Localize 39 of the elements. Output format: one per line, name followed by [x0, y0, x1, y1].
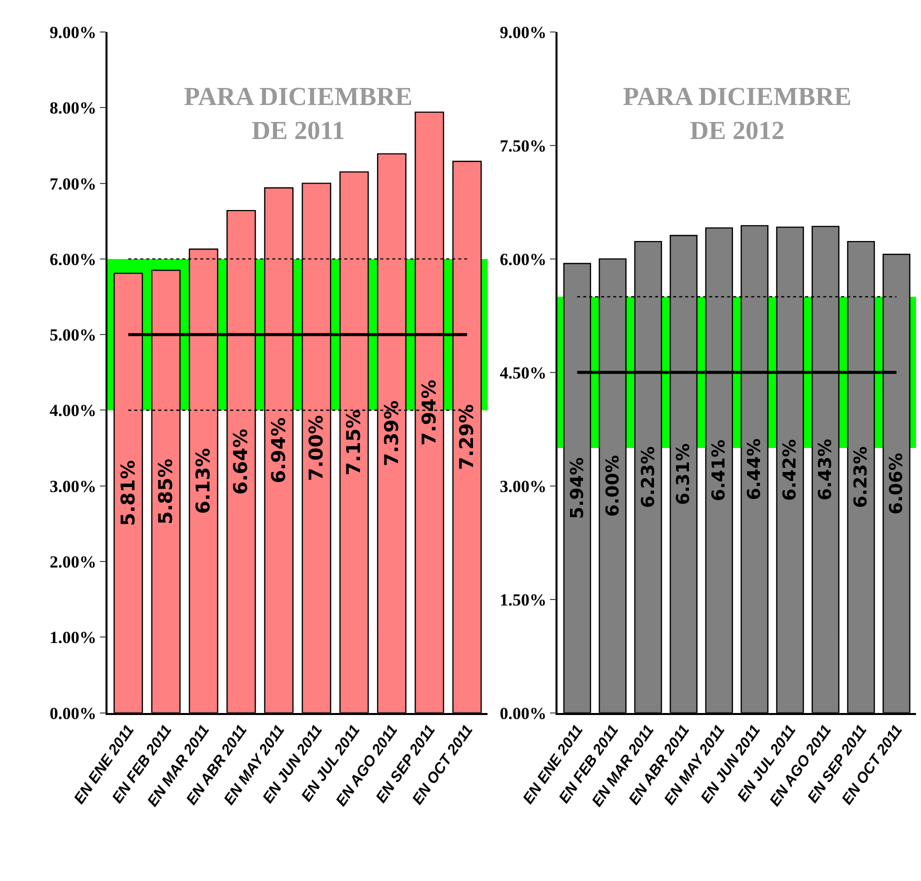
data-label: 5.94%	[566, 457, 588, 519]
data-label: 6.23%	[850, 446, 872, 508]
y-tick-label: 3.00%	[500, 476, 547, 496]
data-label: 6.31%	[673, 443, 694, 506]
y-tick-label: 8.00%	[50, 98, 96, 118]
data-label: 6.64%	[230, 428, 252, 495]
data-label: 5.85%	[154, 458, 177, 525]
y-tick-label: 7.00%	[50, 174, 96, 194]
y-tick-label: 4.00%	[50, 401, 96, 420]
y-tick-label: 1.50%	[500, 590, 547, 610]
y-tick-label: 4.50%	[500, 363, 547, 382]
y-tick-label: 9.00%	[50, 22, 96, 42]
y-tick-label: 0.00%	[50, 704, 96, 723]
y-tick-label: 2.00%	[50, 552, 96, 572]
y-tick-label: 5.00%	[50, 326, 96, 345]
data-label: 6.42%	[780, 438, 801, 501]
text: PARA DICIEMBRE DE 2011	[184, 82, 412, 145]
data-label: 6.00%	[602, 454, 624, 517]
data-label: 6.94%	[268, 417, 290, 484]
data-label: 6.44%	[744, 438, 766, 500]
y-tick-label: 9.00%	[500, 22, 547, 42]
data-label: 5.81%	[117, 460, 140, 526]
data-label: 6.06%	[886, 452, 908, 514]
y-tick-label: 6.00%	[50, 250, 96, 269]
data-label: 7.15%	[343, 409, 366, 476]
y-tick-label: 0.00%	[500, 704, 547, 723]
y-tick-label: 6.00%	[500, 250, 547, 269]
data-label: 7.39%	[380, 400, 403, 466]
data-label: 6.43%	[815, 438, 836, 500]
y-tick-label: 3.00%	[50, 476, 96, 496]
data-label: 6.13%	[192, 448, 215, 514]
data-label: 7.29%	[456, 404, 478, 470]
data-label: 6.41%	[708, 439, 730, 502]
text: PARA DICIEMBRE DE 2012	[623, 82, 852, 145]
data-label: 6.23%	[638, 446, 659, 508]
y-tick-label: 1.00%	[50, 628, 96, 648]
y-tick-label: 7.50%	[500, 136, 547, 156]
data-label: 7.00%	[305, 415, 328, 482]
data-label: 7.94%	[418, 380, 440, 446]
